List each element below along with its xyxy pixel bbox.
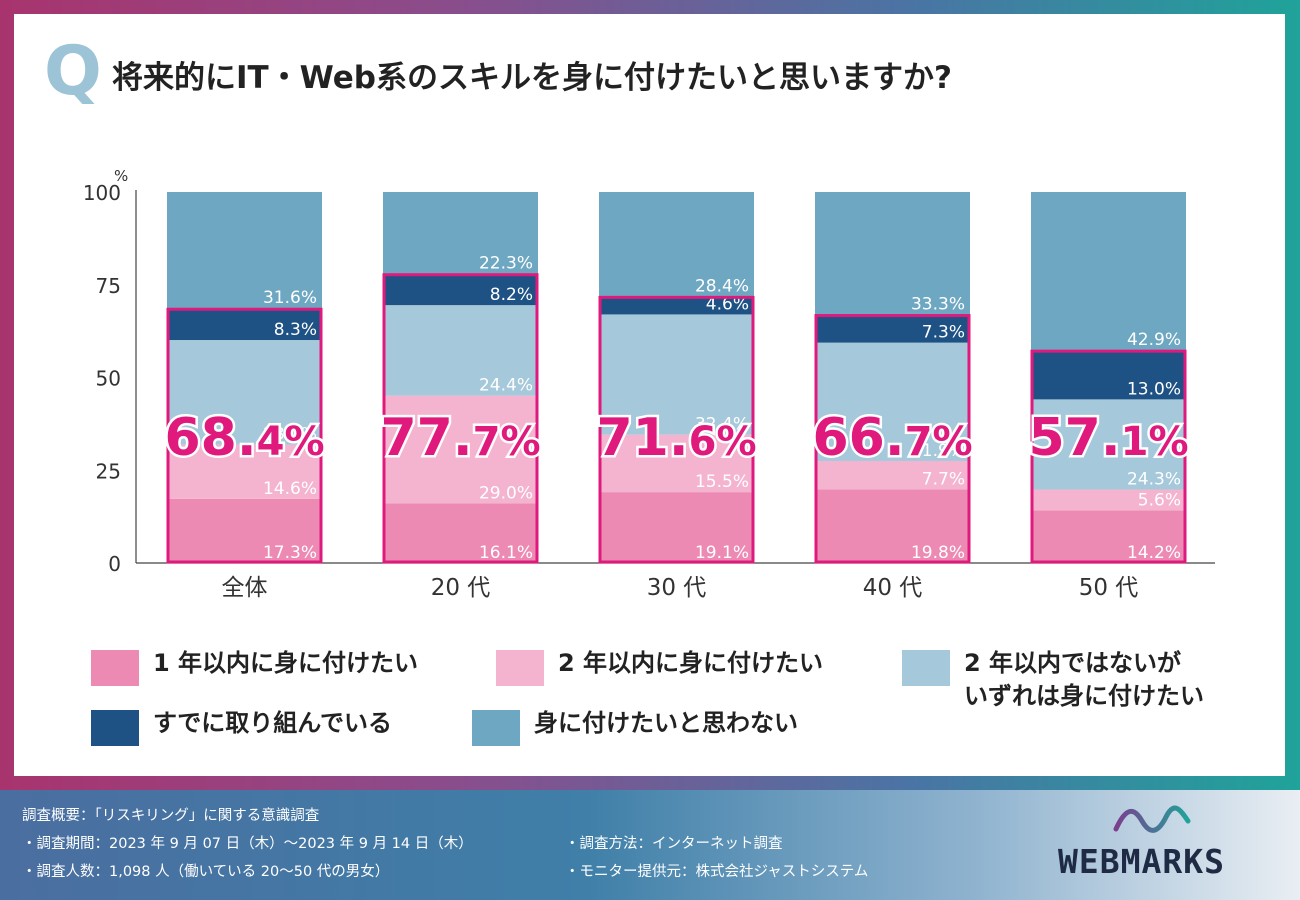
bar-segment [815, 315, 970, 343]
footer-band [0, 790, 1300, 900]
y-axis-unit: % [114, 167, 128, 185]
bar-segment [599, 314, 754, 435]
bar-segment [815, 192, 970, 316]
y-tick-label: 25 [96, 459, 121, 483]
bar-segment [383, 274, 538, 306]
page-title: 将来的にIT・Web系のスキルを身に付けたいと思いますか? [112, 60, 952, 96]
data-label: 17.3% [263, 543, 317, 563]
legend-item-someday: 2 年以内ではないが いずれは身に付けたい [902, 646, 1262, 716]
total-label: 57.1% [1028, 408, 1188, 468]
bar-segment [167, 309, 322, 341]
data-label: 8.2% [490, 285, 533, 305]
highlight-frame [814, 314, 971, 564]
highlight-frame [166, 307, 323, 564]
legend-swatch [472, 710, 520, 746]
data-label: 7.3% [922, 323, 965, 343]
x-category-label: 全体 [222, 575, 268, 601]
bar-segment [1031, 510, 1186, 563]
legend-swatch [902, 650, 950, 686]
data-label: 28.4% [695, 276, 749, 296]
y-tick-label: 100 [83, 181, 121, 205]
bar-segment [815, 460, 970, 490]
legend-label: すでに取り組んでいる [153, 709, 393, 737]
bar-segment [599, 297, 754, 315]
bar-segment [1031, 489, 1186, 511]
data-label: 14.2% [1127, 543, 1181, 563]
survey-people: ・調査人数：1,098 人（働いている 20～50 代の男女） [22, 864, 390, 880]
question-mark-icon: Q [44, 32, 102, 111]
total-label: 68.4% [164, 408, 324, 468]
data-label: 13.0% [1127, 379, 1181, 399]
bar-segment [599, 192, 754, 298]
legend-label-line2: いずれは身に付けたい [964, 682, 1204, 710]
legend-label: 2 年以内に身に付けたい [558, 649, 824, 677]
webmarks-wave-icon [1113, 805, 1191, 833]
survey-summary: 調査概要：「リスキリング」に関する意識調査 [22, 808, 320, 824]
data-label: 32.4% [695, 415, 749, 435]
total-label: 66.7% [812, 408, 972, 468]
legend-swatch [496, 650, 544, 686]
x-category-label: 50 代 [1079, 575, 1139, 601]
data-label: 31.9% [911, 441, 965, 461]
data-label: 8.3% [274, 320, 317, 340]
bar-segment [599, 434, 754, 493]
bar-segment [383, 395, 538, 504]
data-label: 24.4% [479, 376, 533, 396]
x-category-label: 20 代 [431, 575, 491, 601]
data-label: 29.0% [479, 483, 533, 503]
data-label: 31.6% [263, 288, 317, 308]
legend-item-1year: 1 年以内に身に付けたい [91, 646, 451, 686]
legend-label: 身に付けたいと思わない [534, 709, 798, 737]
webmarks-logo: WEBMARKS [1058, 842, 1225, 881]
data-label: 19.1% [695, 543, 749, 563]
x-category-label: 30 代 [647, 575, 707, 601]
bar-segment [167, 444, 322, 499]
data-label: 24.3% [1127, 470, 1181, 490]
stacked-bar-chart: % 0 25 50 75 100 17.3% 14.6% 28.2% 8.3% 31.6% 68.4%… [83, 167, 1215, 601]
highlight-frame [1030, 349, 1187, 564]
bar-segment [1031, 351, 1186, 400]
data-label: 14.6% [263, 479, 317, 499]
legend-swatch [91, 650, 139, 686]
y-tick-label: 50 [96, 367, 121, 391]
legend-swatch [91, 710, 139, 746]
data-label: 4.6% [706, 294, 749, 314]
survey-method: ・調査方法：インターネット調査 [565, 836, 783, 852]
bar-segment [815, 342, 970, 461]
data-label: 5.6% [1138, 490, 1181, 510]
bar-segment [383, 305, 538, 396]
total-label: 77.7% [380, 408, 540, 468]
y-tick-label: 75 [96, 274, 121, 298]
data-label: 28.2% [263, 425, 317, 445]
legend-label: 2 年以内ではないが [964, 649, 1182, 677]
survey-provider: ・モニター提供元：株式会社ジャストシステム [565, 864, 869, 880]
data-label: 15.5% [695, 472, 749, 492]
highlight-frame [598, 295, 755, 564]
highlight-frame [382, 273, 539, 564]
survey-period: ・調査期間：2023 年 9 月 07 日（木）～2023 年 9 月 14 日… [22, 836, 473, 852]
bar-segment [1031, 399, 1186, 490]
legend-item-not-want: 身に付けたいと思わない [472, 706, 852, 746]
bar-segment [383, 192, 538, 275]
data-label: 16.1% [479, 543, 533, 563]
bar-segment [599, 492, 754, 563]
bar-segment [383, 503, 538, 563]
legend-label: 1 年以内に身に付けたい [153, 649, 419, 677]
data-label: 33.3% [911, 295, 965, 315]
bar-segment [1031, 192, 1186, 352]
bar-segment [815, 489, 970, 563]
data-label: 22.3% [479, 254, 533, 274]
legend-item-already: すでに取り組んでいる [91, 706, 451, 746]
bar-segment [167, 340, 322, 445]
bar-segment [167, 498, 322, 563]
legend-item-2year: 2 年以内に身に付けたい [496, 646, 856, 686]
y-tick-label: 0 [108, 552, 121, 576]
data-label: 7.7% [922, 470, 965, 490]
data-label: 19.8% [911, 543, 965, 563]
bar-segment [167, 192, 322, 310]
x-category-label: 40 代 [863, 575, 923, 601]
data-label: 42.9% [1127, 330, 1181, 350]
total-label: 71.6% [596, 408, 756, 468]
